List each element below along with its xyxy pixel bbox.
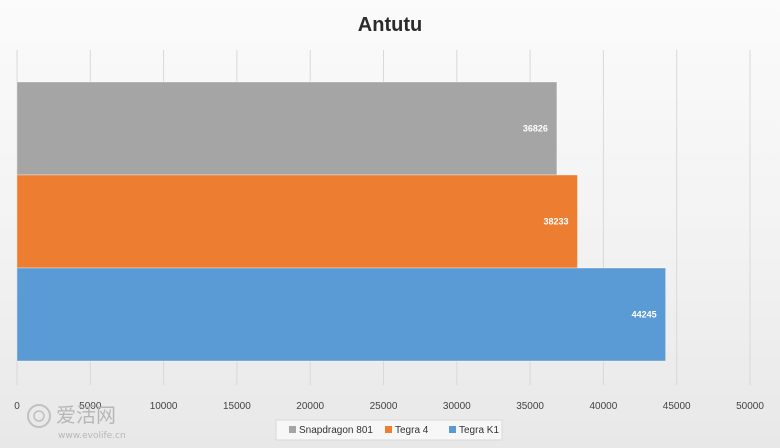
watermark-url: www.evolife.cn: [58, 431, 126, 441]
bar: [16, 81, 558, 176]
bar-data-label: 38233: [543, 217, 568, 227]
chart-title: Antutu: [358, 14, 422, 36]
bar-data-label: 44245: [632, 310, 657, 320]
x-tick-label: 25000: [370, 401, 398, 412]
x-tick-label: 10000: [150, 401, 178, 412]
watermark-logo-icon: [27, 404, 51, 428]
legend-label: Tegra K1: [459, 425, 499, 436]
x-tick-label: 20000: [296, 401, 324, 412]
x-tick-label: 30000: [443, 401, 471, 412]
bar-data-label: 36826: [523, 124, 548, 134]
x-tick-label: 0: [14, 401, 20, 412]
plot-area: 0 5000 10000 15000 20000 25000 30000 35000 40000…: [14, 50, 764, 412]
bar: [16, 174, 578, 269]
legend-swatch: [289, 426, 296, 433]
x-tick-label: 45000: [663, 401, 691, 412]
watermark-logo-inner-icon: [33, 410, 45, 422]
x-tick-label: 40000: [589, 401, 617, 412]
legend-label: Tegra 4: [395, 425, 429, 436]
x-tick-label: 15000: [223, 401, 251, 412]
x-tick-label: 50000: [736, 401, 764, 412]
watermark-logo-text: 爱活网: [56, 403, 116, 427]
bar: [16, 267, 667, 362]
legend-swatch: [449, 426, 456, 433]
legend: Snapdragon 801 Tegra 4 Tegra K1: [275, 419, 503, 441]
x-tick-label: 35000: [516, 401, 544, 412]
legend-label: Snapdragon 801: [299, 425, 373, 436]
watermark: 爱活网 www.evolife.cn: [27, 403, 126, 441]
x-tick-label: 5000: [79, 401, 102, 412]
legend-swatch: [385, 426, 392, 433]
